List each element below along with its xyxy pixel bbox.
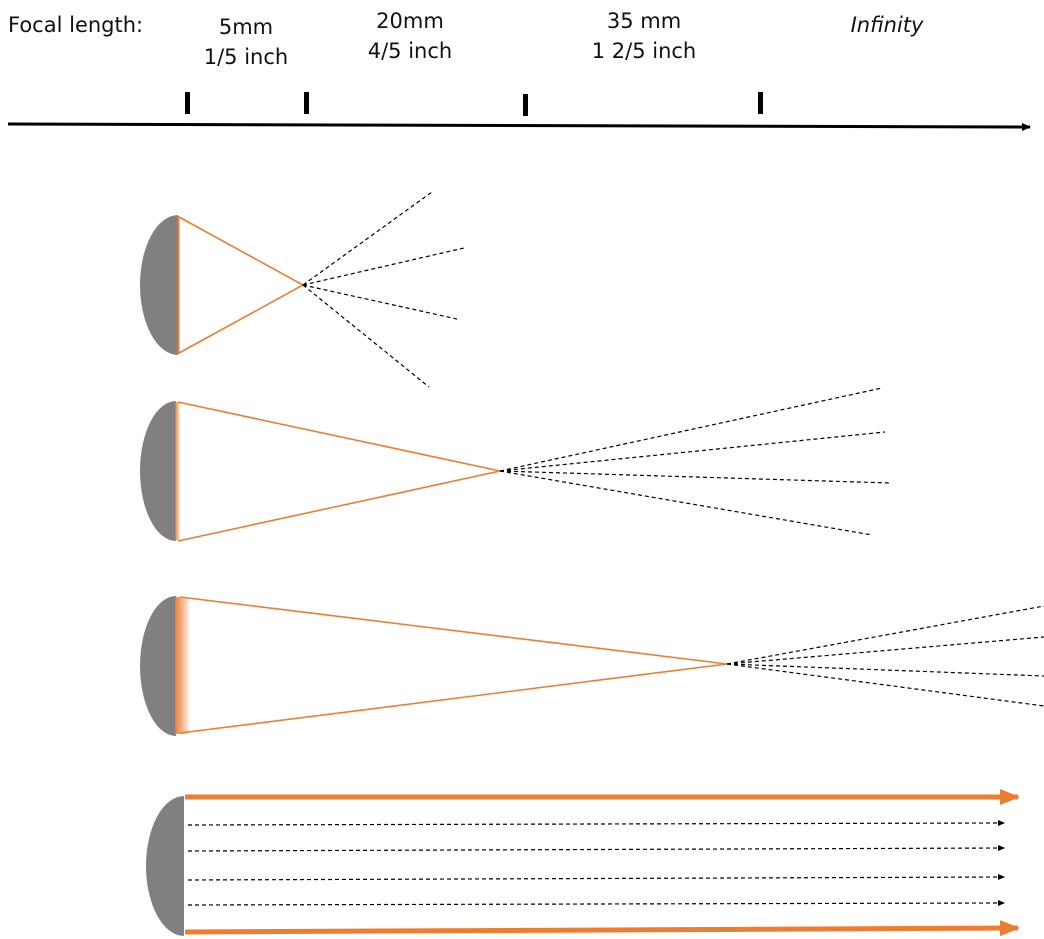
lens-35mm-group [140,596,1044,736]
mark-5mm-mm: 5mm [218,15,274,39]
divergent-rays-5mm [302,191,465,388]
tick-infinity [758,92,763,114]
lens-20mm [140,401,176,541]
mark-5mm-inch: 1/5 inch [203,45,289,69]
mark-35mm-inch: 1 2/5 inch [591,39,697,63]
lens-35mm-edge [175,597,189,734]
mark-20mm-inch: 4/5 inch [367,39,453,63]
divergent-rays-35mm [726,605,1044,707]
mark-20mm-mm: 20mm [376,9,444,33]
tick-20mm [304,92,309,114]
lens-infinity-group [146,789,1020,937]
lens-5mm-group [140,191,465,388]
lens-5mm [140,215,178,355]
axis-line [7,122,1031,131]
tick-35mm [523,94,528,116]
mark-20mm-label: 20mm 4/5 inch [355,6,465,66]
mark-35mm-label: 35 mm 1 2/5 inch [574,6,714,66]
lens-35mm [140,596,176,736]
lens-20mm-group [140,387,891,542]
mark-5mm-label: 5mm 1/5 inch [196,12,296,72]
ray-35mm [179,596,728,734]
lens-20mm-edge [175,402,180,540]
focal-axis [7,92,1031,131]
mark-35mm-mm: 35 mm [606,9,682,33]
parallel-ray-bottom [184,920,1020,937]
mark-infinity-label: Infinity [850,13,924,37]
tick-5mm [185,92,190,114]
ray-20mm [177,401,501,542]
parallel-dashed-rays [187,820,1005,907]
scale-title: Focal length: [8,13,144,37]
ray-5mm [178,216,305,354]
lens-infinity [146,796,184,936]
divergent-rays-20mm [499,387,891,536]
